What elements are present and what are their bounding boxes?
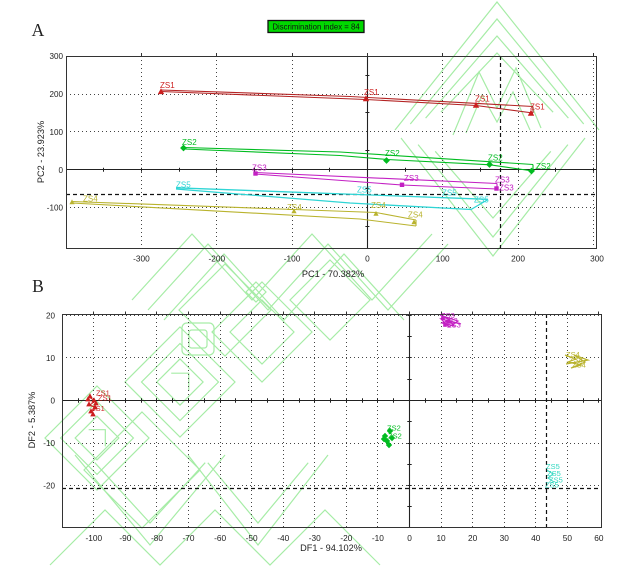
svg-text:100: 100 [436,254,450,264]
svg-text:ZS5: ZS5 [442,189,457,198]
svg-text:DF2 - 5.387%: DF2 - 5.387% [27,392,37,449]
svg-text:ZS2: ZS2 [388,432,402,441]
svg-text:DF1 - 94.102%: DF1 - 94.102% [300,543,362,553]
svg-text:ZS5: ZS5 [549,476,563,485]
svg-text:-80: -80 [151,533,163,543]
svg-text:40: 40 [531,533,541,543]
svg-text:-50: -50 [246,533,258,543]
svg-text:-300: -300 [133,254,150,264]
svg-text:ZS2: ZS2 [387,424,401,433]
svg-text:-20: -20 [340,533,352,543]
svg-text:ZS4: ZS4 [83,195,98,204]
svg-text:ZS2: ZS2 [536,162,551,171]
svg-text:-100: -100 [47,204,64,213]
svg-text:-30: -30 [309,533,321,543]
svg-text:300: 300 [49,52,63,61]
svg-text:ZS3: ZS3 [444,316,458,325]
svg-text:-90: -90 [119,533,131,543]
svg-text:ZS2: ZS2 [182,138,197,147]
svg-text:-100: -100 [284,254,301,264]
svg-text:ZS1: ZS1 [364,88,379,97]
svg-text:ZS1: ZS1 [160,81,175,90]
svg-text:ZS5: ZS5 [474,196,489,205]
svg-text:0: 0 [58,166,63,175]
svg-text:ZS5: ZS5 [545,481,559,490]
svg-text:10: 10 [46,354,56,363]
svg-text:-20: -20 [43,482,55,491]
svg-text:ZS3: ZS3 [252,164,267,173]
svg-text:100: 100 [49,128,63,137]
svg-text:-40: -40 [277,533,289,543]
svg-text:ZS5: ZS5 [547,469,561,478]
svg-text:-200: -200 [208,254,225,264]
svg-text:PC1 - 70.382%: PC1 - 70.382% [302,269,364,279]
svg-text:ZS4: ZS4 [371,201,386,210]
svg-text:ZS1: ZS1 [96,389,110,398]
svg-text:200: 200 [49,90,63,99]
svg-text:ZS3: ZS3 [447,321,461,330]
svg-text:ZS4: ZS4 [569,356,583,365]
svg-text:ZS5: ZS5 [546,462,560,471]
svg-text:-10: -10 [43,439,55,448]
svg-text:B: B [32,276,44,296]
svg-text:ZS4: ZS4 [566,350,580,359]
svg-text:PC2 - 23.923%: PC2 - 23.923% [36,121,46,183]
svg-text:60: 60 [594,533,604,543]
svg-text:ZS1: ZS1 [98,394,112,403]
svg-text:ZS2: ZS2 [488,154,503,163]
svg-text:0: 0 [50,397,55,406]
svg-text:-60: -60 [214,533,226,543]
svg-text:ZS1: ZS1 [475,95,490,104]
svg-text:ZS2: ZS2 [385,149,400,158]
svg-text:ZS4: ZS4 [572,361,586,370]
svg-text:ZS5: ZS5 [176,181,191,190]
svg-text:300: 300 [590,254,604,264]
svg-text:ZS3: ZS3 [495,176,510,185]
svg-text:A: A [32,20,45,40]
svg-text:ZS4: ZS4 [287,203,302,212]
svg-text:ZS1: ZS1 [530,103,545,112]
svg-text:-10: -10 [372,533,384,543]
svg-text:-70: -70 [183,533,195,543]
svg-text:ZS4: ZS4 [408,211,423,220]
svg-text:ZS1: ZS1 [91,404,105,413]
svg-text:ZS5: ZS5 [357,186,372,195]
svg-text:0: 0 [365,254,370,264]
svg-text:30: 30 [500,533,510,543]
svg-text:-100: -100 [85,533,102,543]
svg-text:10: 10 [436,533,446,543]
svg-text:ZS3: ZS3 [499,184,514,193]
svg-text:ZS3: ZS3 [441,311,455,320]
svg-text:50: 50 [563,533,573,543]
svg-text:20: 20 [468,533,478,543]
svg-text:0: 0 [407,533,412,543]
svg-text:ZS3: ZS3 [404,174,419,183]
svg-text:200: 200 [511,254,525,264]
svg-text:20: 20 [46,311,56,320]
svg-text:Discrimination index = 84: Discrimination index = 84 [272,23,360,32]
